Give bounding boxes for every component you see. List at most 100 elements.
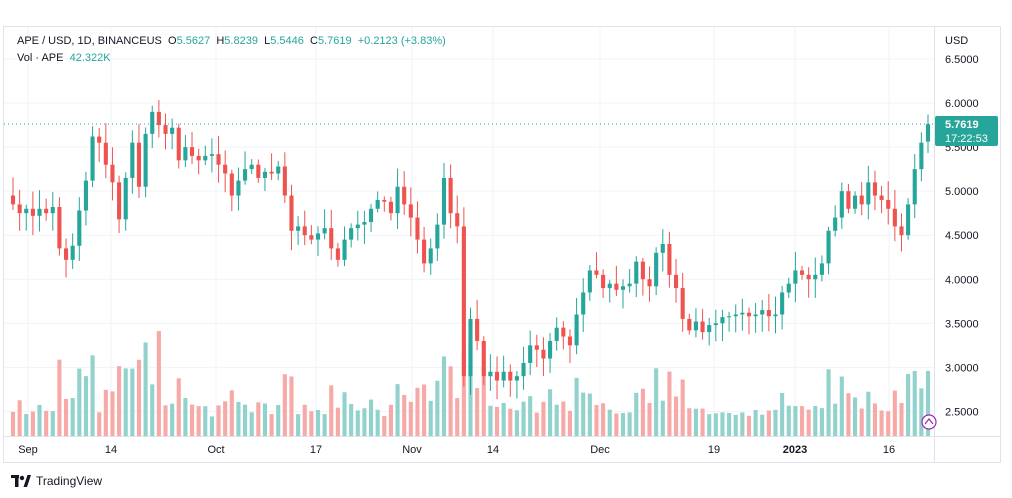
candle-body[interactable] bbox=[872, 182, 878, 196]
candle-body[interactable] bbox=[673, 274, 679, 289]
candle-body[interactable] bbox=[919, 142, 924, 170]
candle-body[interactable] bbox=[17, 204, 22, 214]
candle-body[interactable] bbox=[773, 314, 778, 317]
candle-body[interactable] bbox=[793, 270, 798, 284]
candle-body[interactable] bbox=[601, 274, 606, 289]
candle-body[interactable] bbox=[269, 171, 274, 174]
candle-body[interactable] bbox=[548, 340, 553, 359]
candle-body[interactable] bbox=[395, 186, 400, 214]
candle-body[interactable] bbox=[899, 226, 904, 236]
candle-body[interactable] bbox=[428, 248, 433, 264]
candle-body[interactable] bbox=[37, 208, 42, 216]
candle-body[interactable] bbox=[853, 195, 858, 209]
candle-body[interactable] bbox=[667, 244, 672, 275]
candle-body[interactable] bbox=[30, 208, 35, 216]
candle-body[interactable] bbox=[296, 226, 301, 231]
candle-body[interactable] bbox=[77, 210, 82, 246]
candle-body[interactable] bbox=[262, 171, 268, 178]
candle-body[interactable] bbox=[700, 321, 705, 333]
candle-body[interactable] bbox=[647, 279, 652, 287]
candle-body[interactable] bbox=[289, 195, 294, 231]
volume-label[interactable]: Vol · APE bbox=[17, 52, 64, 64]
candle-body[interactable] bbox=[136, 142, 142, 187]
candle-body[interactable] bbox=[521, 362, 526, 377]
candle-body[interactable] bbox=[256, 164, 261, 178]
candle-body[interactable] bbox=[368, 208, 374, 222]
candle-body[interactable] bbox=[587, 270, 592, 293]
candle-body[interactable] bbox=[156, 111, 161, 126]
candle-body[interactable] bbox=[441, 177, 447, 225]
candle-body[interactable] bbox=[561, 327, 566, 337]
candle-body[interactable] bbox=[786, 283, 791, 293]
candle-body[interactable] bbox=[481, 340, 486, 377]
candle-body[interactable] bbox=[627, 283, 632, 287]
candle-body[interactable] bbox=[912, 169, 917, 205]
candle-body[interactable] bbox=[614, 283, 619, 290]
candle-body[interactable] bbox=[514, 376, 519, 381]
candle-body[interactable] bbox=[475, 318, 480, 341]
candle-body[interactable] bbox=[130, 142, 135, 178]
candle-body[interactable] bbox=[620, 286, 626, 290]
candle-body[interactable] bbox=[846, 191, 851, 209]
candle-body[interactable] bbox=[866, 182, 871, 205]
candle-body[interactable] bbox=[375, 199, 380, 209]
candle-body[interactable] bbox=[249, 164, 254, 170]
candle-body[interactable] bbox=[727, 316, 732, 318]
candle-body[interactable] bbox=[97, 136, 102, 143]
candle-body[interactable] bbox=[554, 327, 559, 341]
candle-body[interactable] bbox=[574, 314, 579, 346]
chart-frame[interactable] bbox=[3, 26, 1001, 463]
candle-body[interactable] bbox=[236, 180, 241, 196]
candle-body[interactable] bbox=[355, 224, 360, 229]
candle-body[interactable] bbox=[24, 208, 29, 214]
candle-body[interactable] bbox=[183, 147, 188, 161]
candle-body[interactable] bbox=[110, 164, 115, 183]
candle-body[interactable] bbox=[488, 371, 493, 377]
candle-body[interactable] bbox=[455, 213, 460, 227]
candle-body[interactable] bbox=[859, 195, 864, 205]
candle-body[interactable] bbox=[534, 345, 539, 350]
candle-body[interactable] bbox=[216, 154, 221, 165]
candle-body[interactable] bbox=[528, 345, 533, 363]
candle-body[interactable] bbox=[660, 244, 665, 253]
candle-body[interactable] bbox=[740, 312, 745, 315]
candle-body[interactable] bbox=[63, 248, 69, 260]
candle-body[interactable] bbox=[322, 228, 327, 234]
candle-body[interactable] bbox=[83, 180, 88, 211]
candle-body[interactable] bbox=[687, 318, 692, 331]
candle-body[interactable] bbox=[886, 199, 891, 209]
candle-body[interactable] bbox=[57, 207, 62, 249]
candle-body[interactable] bbox=[826, 230, 831, 264]
candle-body[interactable] bbox=[640, 261, 645, 280]
candle-body[interactable] bbox=[163, 125, 168, 134]
candle-body[interactable] bbox=[906, 204, 911, 236]
candle-body[interactable] bbox=[209, 154, 214, 156]
candle-body[interactable] bbox=[833, 217, 838, 231]
candle-body[interactable] bbox=[494, 371, 500, 381]
candle-body[interactable] bbox=[10, 195, 16, 205]
candle-body[interactable] bbox=[229, 173, 234, 196]
candle-body[interactable] bbox=[435, 224, 440, 249]
candle-body[interactable] bbox=[282, 166, 287, 196]
candle-body[interactable] bbox=[813, 274, 818, 280]
candle-body[interactable] bbox=[223, 164, 228, 174]
candle-body[interactable] bbox=[176, 127, 181, 161]
candle-body[interactable] bbox=[733, 314, 738, 317]
candle-body[interactable] bbox=[415, 217, 420, 240]
candle-body[interactable] bbox=[819, 263, 824, 275]
candle-body[interactable] bbox=[44, 208, 49, 214]
candle-body[interactable] bbox=[309, 235, 314, 240]
candle-body[interactable] bbox=[50, 207, 55, 214]
candle-body[interactable] bbox=[461, 226, 466, 377]
candle-body[interactable] bbox=[422, 239, 427, 264]
candle-body[interactable] bbox=[780, 292, 785, 315]
candle-body[interactable] bbox=[680, 288, 685, 319]
candle-body[interactable] bbox=[654, 252, 659, 287]
candle-body[interactable] bbox=[362, 221, 367, 225]
candle-body[interactable] bbox=[746, 312, 752, 317]
candle-body[interactable] bbox=[713, 323, 718, 326]
candle-body[interactable] bbox=[892, 208, 897, 227]
candle-body[interactable] bbox=[103, 142, 108, 165]
candle-body[interactable] bbox=[760, 310, 765, 315]
